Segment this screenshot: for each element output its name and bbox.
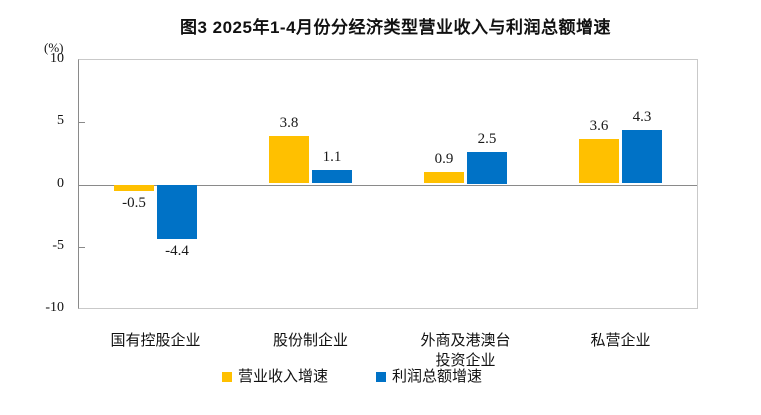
legend-item: 营业收入增速: [222, 369, 328, 385]
legend-label: 营业收入增速: [238, 369, 329, 385]
legend-swatch: [222, 372, 232, 382]
y-tick-label: -10: [45, 300, 64, 315]
y-tick-label: 10: [50, 51, 64, 66]
chart-title: 图3 2025年1-4月份分经济类型营业收入与利润总额增速: [179, 18, 612, 37]
bar-value-label: -4.4: [165, 243, 189, 260]
bar-value-label: 0.9: [434, 151, 454, 168]
category-label-line: 国有控股企业: [110, 333, 201, 349]
legend-item: 利润总额增速: [376, 369, 482, 385]
plot-area: [78, 59, 698, 309]
category-label: 国有控股企业: [71, 331, 241, 351]
bar-profit-2: [312, 169, 352, 184]
zero-axis-line: [79, 184, 697, 186]
legend-label: 利润总额增速: [392, 369, 483, 385]
category-label-line: 投资企业: [435, 353, 496, 369]
bar-value-label: 3.6: [589, 117, 609, 134]
legend-swatch: [376, 372, 387, 382]
bar-value-label: 2.5: [477, 131, 497, 148]
y-tick-label: 5: [57, 113, 64, 129]
category-label: 外商及港澳台 投资企业: [381, 331, 551, 371]
bar-revenue-4: [579, 138, 619, 184]
category-label-line: 外商及港澳台: [420, 333, 511, 349]
y-tick-label: -5: [52, 237, 64, 253]
y-tick-label: 0: [57, 175, 64, 191]
y-axis-unit-label: (%): [44, 40, 64, 55]
category-label-line: 股份制企业: [272, 333, 348, 349]
bar-value-label: -0.5: [122, 194, 146, 211]
bar-revenue-3: [424, 172, 464, 184]
bar-value-label: 1.1: [322, 148, 342, 165]
bar-value-label: 3.8: [279, 115, 299, 132]
legend: 营业收入增速 利润总额增速: [222, 369, 482, 385]
bar-value-label: 4.3: [632, 108, 652, 125]
y-axis-tick: [79, 246, 85, 248]
bar-revenue-2: [269, 136, 309, 184]
y-axis-tick: [79, 122, 85, 124]
category-label-line: 私营企业: [590, 333, 651, 349]
category-label: 私营企业: [536, 331, 706, 351]
bar-profit-1: [157, 184, 197, 240]
bar-revenue-1: [114, 184, 154, 191]
bar-profit-4: [622, 129, 662, 184]
bar-profit-3: [467, 152, 507, 184]
category-label: 股份制企业: [226, 331, 396, 351]
